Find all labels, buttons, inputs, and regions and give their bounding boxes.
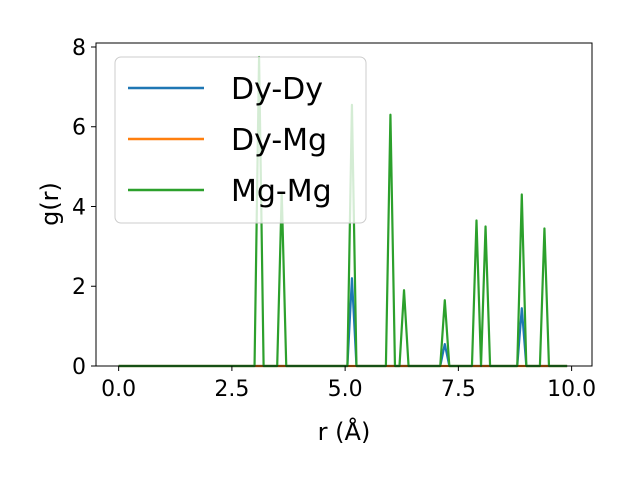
y-tick-label: 8 (72, 36, 86, 61)
legend: Dy-Dy Dy-Mg Mg-Mg (114, 56, 367, 224)
y-axis-label: g(r) (36, 182, 64, 226)
y-tick-label: 2 (72, 275, 86, 300)
legend-label-dy-dy: Dy-Dy (231, 72, 323, 107)
series-line-dy-dy (118, 277, 568, 368)
x-tick-label: 7.5 (441, 377, 476, 402)
legend-label-mg-mg: Mg-Mg (231, 174, 332, 209)
plot-frame (95, 42, 593, 367)
x-axis: 0.0 2.5 5.0 7.5 10.0 (101, 366, 596, 402)
x-tick-label: 0.0 (101, 377, 136, 402)
legend-label-dy-mg: Dy-Mg (231, 123, 327, 158)
legend-box (114, 56, 367, 224)
x-tick-label: 10.0 (547, 377, 596, 402)
y-tick-label: 4 (72, 195, 86, 220)
x-tick-label: 5.0 (328, 377, 363, 402)
y-axis: 0 2 4 6 8 (72, 36, 96, 380)
y-tick-label: 0 (72, 355, 86, 380)
x-tick-label: 2.5 (214, 377, 249, 402)
x-axis-label: r (Å) (318, 417, 371, 446)
y-tick-label: 6 (72, 116, 86, 141)
